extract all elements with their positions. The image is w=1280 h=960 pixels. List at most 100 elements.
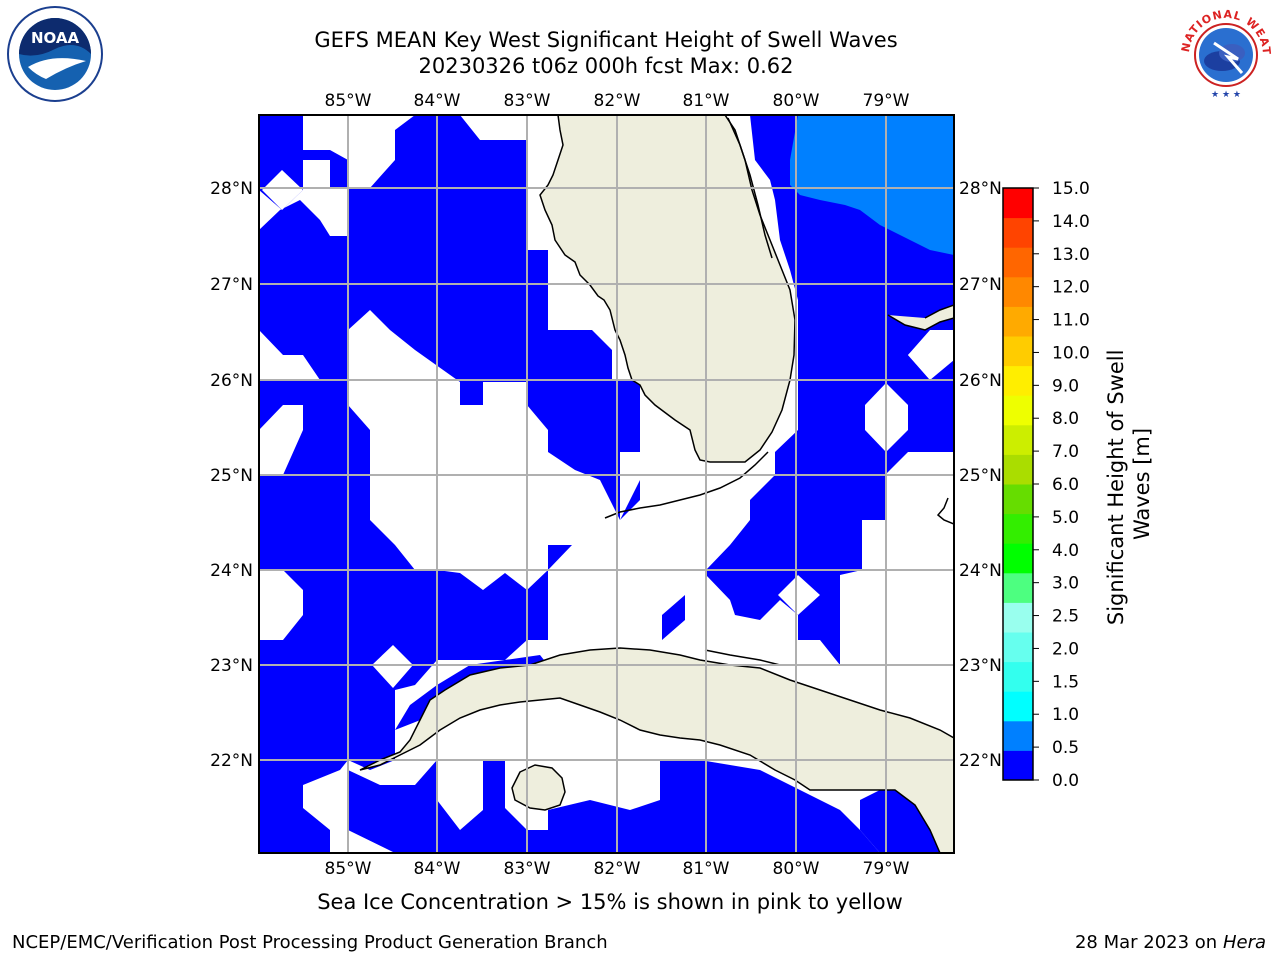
swell-region-central-strait [620, 452, 640, 520]
colorbar-swatch [1003, 602, 1033, 633]
colorbar-label: Significant Height of Swell Waves [m] [1104, 343, 1154, 625]
svg-text:★ ★ ★: ★ ★ ★ [1211, 90, 1241, 100]
graticule [259, 115, 954, 853]
colorbar-swatch [1003, 188, 1033, 219]
lon-label: 83°W [504, 91, 551, 111]
lat-label: 22°N [959, 751, 1002, 771]
colorbar-tick-label: 8.0 [1052, 409, 1079, 429]
lat-label: 28°N [210, 179, 253, 199]
colorbar-swatch [1003, 572, 1033, 603]
florida-peninsula [539, 115, 796, 463]
colorbar-tick-label: 13.0 [1052, 245, 1090, 265]
lon-labels-bottom: 85°W 84°W 83°W 82°W 81°W 80°W 79°W [325, 859, 910, 879]
colorbar-swatch [1003, 632, 1033, 663]
lon-label: 80°W [773, 859, 820, 879]
colorbar-tick-label: 2.5 [1052, 607, 1079, 627]
swell-region-west-north [259, 115, 640, 520]
lon-label: 82°W [594, 91, 641, 111]
bahamas-andros [936, 497, 954, 525]
lon-label: 81°W [683, 859, 730, 879]
colorbar-swatch [1003, 276, 1033, 307]
lat-label: 24°N [210, 561, 253, 581]
colorbar-tick-label: 10.0 [1052, 343, 1090, 363]
lon-label: 81°W [683, 91, 730, 111]
lon-labels-top: 85°W 84°W 83°W 82°W 81°W 80°W 79°W [325, 91, 910, 111]
colorbar-tick-label: 6.0 [1052, 475, 1079, 495]
colorbar-swatch [1003, 365, 1033, 396]
colorbar-swatch [1003, 336, 1033, 367]
lon-label: 82°W [594, 859, 641, 879]
cuba-north-cays [704, 649, 781, 666]
lat-label: 23°N [210, 656, 253, 676]
lat-label: 25°N [210, 466, 253, 486]
map-subtitle: 20230326 t06z 000h fcst Max: 0.62 [418, 54, 794, 78]
lon-label: 83°W [504, 859, 551, 879]
florida-east-coast-inner [727, 117, 773, 259]
lat-label: 27°N [210, 275, 253, 295]
colorbar-tick-label: 0.5 [1052, 738, 1079, 758]
date-line: 28 Mar 2023 on Hera [1075, 932, 1266, 953]
colorbar-swatch [1003, 661, 1033, 692]
colorbar-ticks: 0.0 0.5 1.0 1.5 2.0 2.5 3.0 4.0 5.0 6.0 7.0 8.0 9.0 1… [1033, 179, 1090, 791]
colorbar-tick-label: 12.0 [1052, 278, 1090, 298]
nws-logo: NATIONAL WEATHER SERVICE ★ ★ ★ [1176, 3, 1272, 101]
isla-de-la-juventud [511, 764, 566, 811]
lat-label: 26°N [959, 371, 1002, 391]
lat-label: 28°N [959, 179, 1002, 199]
land [359, 115, 954, 853]
lon-label: 80°W [773, 91, 820, 111]
lon-label: 85°W [325, 91, 372, 111]
colorbar-swatch [1003, 217, 1033, 248]
date-text: 28 Mar 2023 on [1074, 932, 1218, 953]
lon-label: 79°W [863, 859, 910, 879]
lat-label: 24°N [959, 561, 1002, 581]
lat-label: 26°N [210, 371, 253, 391]
keys [604, 451, 769, 519]
colorbar-tick-label: 0.0 [1052, 771, 1079, 791]
swell-region-light-ne [790, 115, 954, 255]
swell-field [259, 115, 954, 853]
map-frame [258, 114, 955, 854]
swell-region-south [483, 760, 880, 853]
colorbar-swatch [1003, 691, 1033, 722]
colorbar-swatch [1003, 306, 1033, 337]
noaa-logo: NOAA [7, 6, 103, 102]
swell-region-small-2 [662, 595, 685, 640]
swell-region-south-center [348, 760, 505, 853]
colorbar-swatch [1003, 750, 1033, 781]
colorbar-swatch [1003, 484, 1033, 515]
colorbar-swatch [1003, 424, 1033, 455]
colorbar-swatch [1003, 513, 1033, 544]
lat-labels-left: 28°N 27°N 26°N 25°N 24°N 23°N 22°N [210, 179, 253, 771]
swell-region-east [706, 115, 954, 665]
sea-ice-note: Sea Ice Concentration > 15% is shown in … [317, 890, 903, 914]
colorbar-tick-label: 1.0 [1052, 705, 1079, 725]
colorbar-tick-label: 15.0 [1052, 179, 1090, 199]
swell-region-small-1 [548, 545, 572, 570]
colorbar-tick-label: 3.0 [1052, 574, 1079, 594]
colorbar [1003, 188, 1033, 781]
cuba [359, 647, 954, 853]
colorbar-swatch [1003, 720, 1033, 751]
colorbar-tick-label: 1.5 [1052, 672, 1079, 692]
map-title: GEFS MEAN Key West Significant Height of… [314, 28, 898, 52]
swell-region-southwest [259, 785, 330, 853]
colorbar-tick-label: 9.0 [1052, 376, 1079, 396]
colorbar-tick-label: 14.0 [1052, 212, 1090, 232]
colorbar-tick-label: 11.0 [1052, 311, 1090, 331]
lat-label: 27°N [959, 275, 1002, 295]
noaa-logo-text: NOAA [31, 29, 80, 47]
colorbar-swatch [1003, 543, 1033, 574]
lon-label: 84°W [414, 859, 461, 879]
lon-label: 85°W [325, 859, 372, 879]
colorbar-swatch [1003, 247, 1033, 278]
lon-label: 79°W [863, 91, 910, 111]
host-name: Hera [1222, 932, 1266, 953]
lat-label: 25°N [959, 466, 1002, 486]
lat-label: 22°N [210, 751, 253, 771]
colorbar-tick-label: 7.0 [1052, 442, 1079, 462]
bahamas-grand-bahama [887, 304, 954, 331]
colorbar-swatch [1003, 395, 1033, 426]
colorbar-tick-label: 5.0 [1052, 508, 1079, 528]
